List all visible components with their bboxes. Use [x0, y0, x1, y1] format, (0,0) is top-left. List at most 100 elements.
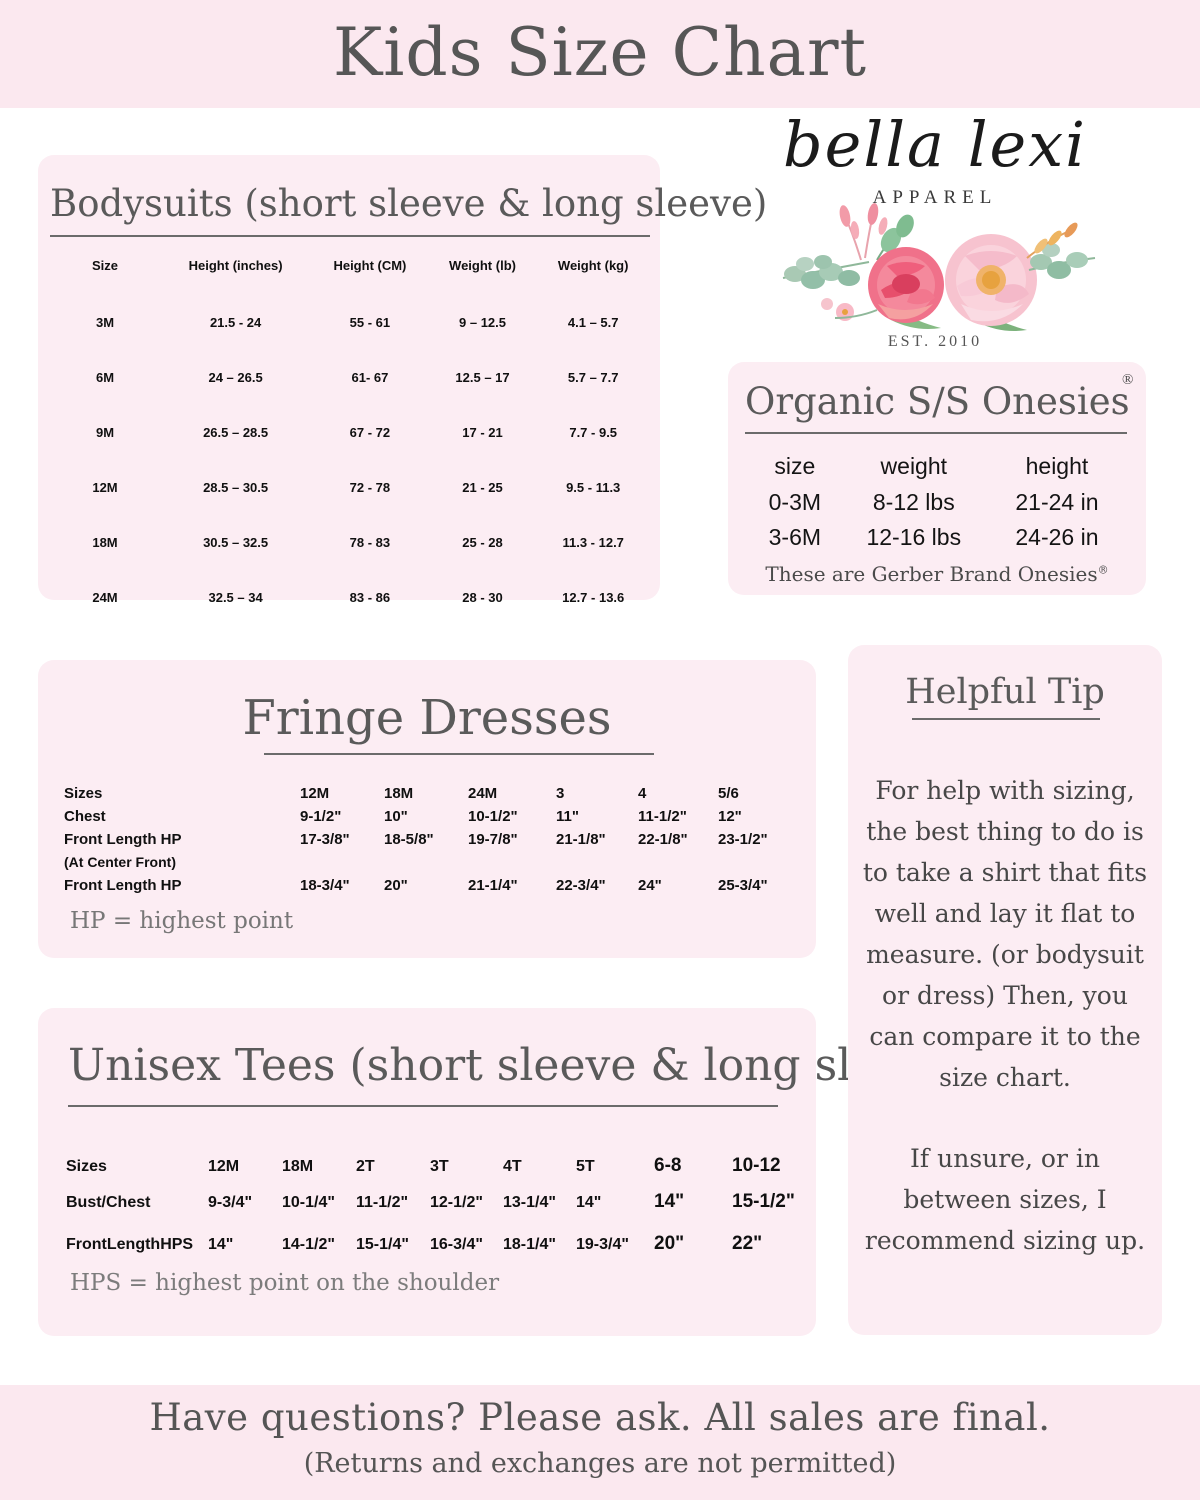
cell: 20" [654, 1233, 685, 1254]
cell-weight: 12-16 lbs [866, 524, 962, 550]
cell: 18M [282, 1158, 314, 1175]
cell: 11-1/2" [638, 808, 687, 825]
cell: 12M [300, 785, 330, 802]
cell-size: 18M [92, 535, 118, 550]
column-header-weight-kg: Weight (kg) [557, 258, 629, 273]
bodysuits-title-rule [50, 235, 650, 237]
helpful-tip-title-rule [912, 718, 1100, 720]
cell: 14" [576, 1194, 602, 1211]
cell-height-in: 30.5 – 32.5 [203, 535, 269, 550]
column-header-height: height [1025, 453, 1089, 479]
table-row: 18M 30.5 – 32.5 78 - 83 25 - 28 11.3 - 1… [50, 535, 650, 590]
cell: 25-3/4" [718, 877, 768, 894]
organic-onesies-title-rule [745, 432, 1127, 434]
unisex-tees-title: Unisex Tees (short sleeve & long sleeve) [68, 1040, 972, 1091]
cell-weight-lb: 21 - 25 [462, 480, 503, 495]
cell: 14" [654, 1191, 685, 1212]
cell-size: 9M [95, 425, 115, 440]
organic-onesies-card [728, 362, 1146, 595]
cell-size: 24M [92, 590, 118, 605]
column-header-height-inches: Height (inches) [188, 258, 283, 273]
cell: 14-1/2" [282, 1236, 335, 1253]
cell-height-cm: 83 - 86 [349, 590, 391, 605]
cell: 10-1/4" [282, 1194, 335, 1211]
cell: 3 [556, 785, 565, 802]
helpful-tip-body: For help with sizing, the best thing to … [858, 770, 1152, 1261]
helpful-tip-paragraph: For help with sizing, the best thing to … [862, 776, 1148, 1092]
helpful-tip-title: Helpful Tip [905, 672, 1105, 712]
cell: 19-3/4" [576, 1236, 629, 1253]
row-label: Front Length HP [64, 831, 182, 848]
row-label: FrontLengthHPS [66, 1236, 194, 1253]
footer-primary-text: Have questions? Please ask. All sales ar… [149, 1396, 1051, 1439]
cell-size: 3M [95, 315, 115, 330]
cell: 3T [430, 1158, 449, 1175]
cell-height-in: 28.5 – 30.5 [203, 480, 269, 495]
cell: 21-1/8" [556, 831, 606, 848]
cell: 18-3/4" [300, 877, 350, 894]
brand-logo: bella lexi APPAREL [735, 105, 1135, 360]
cell: 10-12 [732, 1155, 781, 1176]
header-band [0, 0, 1200, 108]
cell-size: 6M [95, 370, 115, 385]
table-row: FrontLengthHPS 14" 14-1/2" 15-1/4" 16-3/… [66, 1233, 796, 1260]
fringe-dresses-card [38, 660, 816, 958]
table-row: Sizes 12M 18M 24M 3 4 5/6 [64, 785, 794, 808]
cell-weight-kg: 7.7 - 9.5 [569, 425, 618, 440]
column-header-height-cm: Height (CM) [333, 258, 407, 273]
cell-size: 12M [92, 480, 118, 495]
table-row: 3-6M 12-16 lbs 24-26 in [752, 517, 1124, 552]
cell: 12M [208, 1158, 240, 1175]
fringe-dresses-title-rule [264, 753, 654, 755]
cell: 12" [718, 808, 742, 825]
cell: 23-1/2" [718, 831, 768, 848]
cell: 24" [638, 877, 662, 894]
cell: 19-7/8" [468, 831, 518, 848]
cell-height: 21-24 in [1015, 489, 1099, 515]
cell: 12-1/2" [430, 1194, 483, 1211]
cell-height: 24-26 in [1015, 524, 1099, 550]
cell-height-in: 26.5 – 28.5 [203, 425, 269, 440]
table-header-row: size weight height [752, 452, 1124, 482]
cell: 18M [384, 785, 414, 802]
cell-height-cm: 67 - 72 [349, 425, 391, 440]
table-row: Chest 9-1/2" 10" 10-1/2" 11" 11-1/2" 12" [64, 808, 794, 831]
cell-size: 3-6M [768, 524, 822, 550]
fringe-dresses-title: Fringe Dresses [242, 690, 612, 746]
table-row: (At Center Front) [64, 854, 794, 877]
cell-height-cm: 72 - 78 [349, 480, 391, 495]
cell-weight-kg: 12.7 - 13.6 [562, 590, 625, 605]
cell: 20" [384, 877, 408, 894]
cell: 4 [638, 785, 647, 802]
unisex-tees-footnote: HPS = highest point on the shoulder [70, 1270, 500, 1296]
table-row: 6M 24 – 26.5 61- 67 12.5 – 17 5.7 – 7.7 [50, 370, 650, 425]
cell-height-in: 32.5 – 34 [208, 590, 263, 605]
cell: 22-1/8" [638, 831, 688, 848]
cell: 9-1/2" [300, 808, 342, 825]
cell-weight-lb: 28 - 30 [462, 590, 503, 605]
table-row: Sizes 12M 18M 2T 3T 4T 5T 6-8 10-12 [66, 1155, 796, 1182]
cell-weight-kg: 9.5 - 11.3 [566, 480, 621, 495]
footer-secondary-text: (Returns and exchanges are not permitted… [303, 1448, 897, 1479]
cell-height-cm: 78 - 83 [349, 535, 391, 550]
cell-weight-kg: 11.3 - 12.7 [562, 535, 624, 550]
cell: 11-1/2" [356, 1194, 409, 1211]
bodysuits-table: Size Height (inches) Height (CM) Weight … [50, 258, 650, 605]
cell-weight-lb: 9 – 12.5 [459, 315, 507, 330]
cell-weight-lb: 17 - 21 [462, 425, 503, 440]
cell-weight-lb: 12.5 – 17 [455, 370, 510, 385]
cell: 9-3/4" [208, 1194, 253, 1211]
cell-height-cm: 55 - 61 [349, 315, 391, 330]
watercolor-peony-bouquet-icon [782, 203, 1096, 331]
bodysuits-card [38, 155, 660, 600]
cell: 16-3/4" [430, 1236, 483, 1253]
logo-wordmark: bella lexi [782, 108, 1088, 181]
row-label: Sizes [64, 785, 103, 802]
unisex-tees-card [38, 1008, 816, 1336]
cell-height-in: 21.5 - 24 [209, 315, 262, 330]
table-row: 3M 21.5 - 24 55 - 61 9 – 12.5 4.1 – 5.7 [50, 315, 650, 370]
cell: 10" [384, 808, 408, 825]
cell: 5T [576, 1158, 595, 1175]
registered-trademark-icon: ® [1122, 372, 1134, 388]
column-header-size: size [774, 453, 816, 479]
